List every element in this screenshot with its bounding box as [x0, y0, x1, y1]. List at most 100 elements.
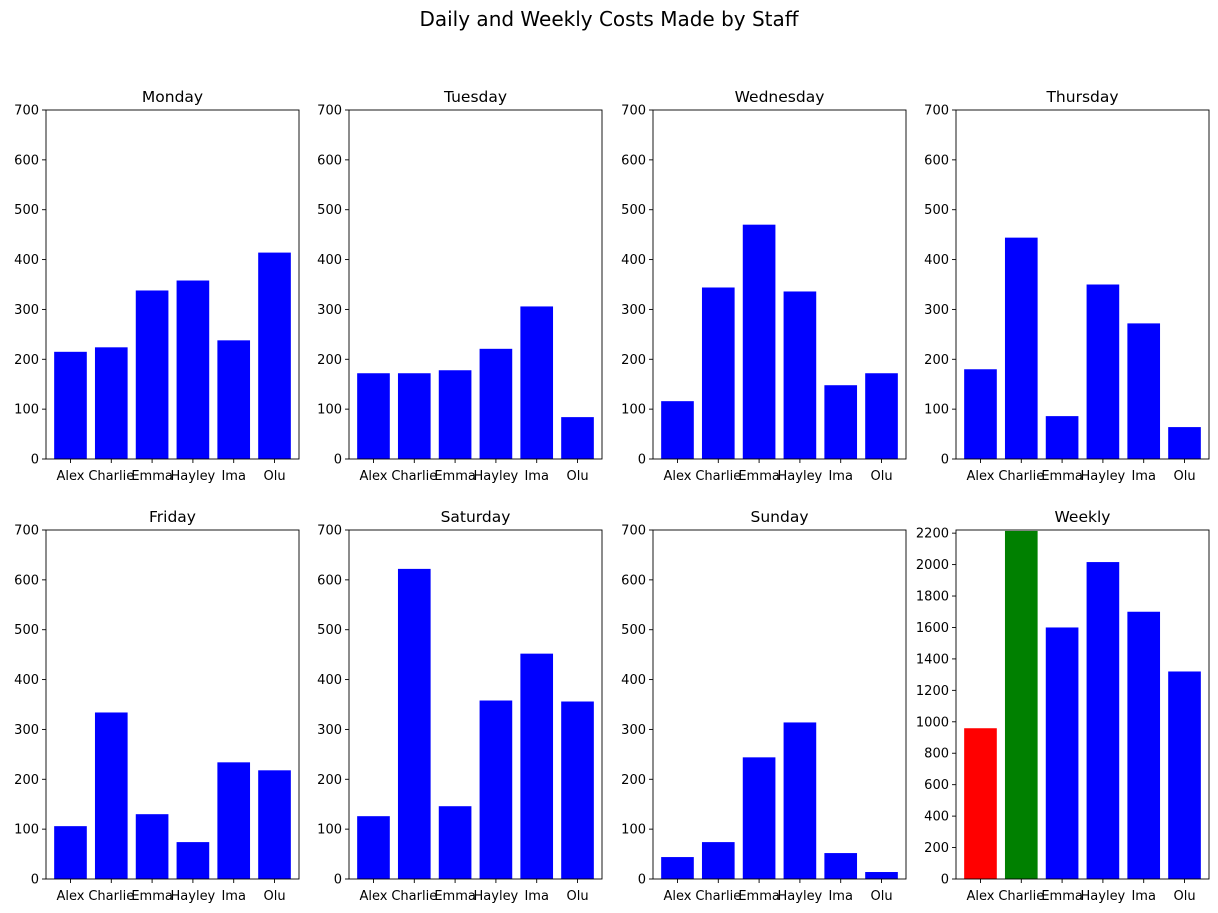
bar-hayley: [479, 700, 513, 879]
x-tick-label: Ima: [828, 889, 852, 904]
panel-title: Sunday: [751, 508, 809, 526]
y-tick-label: 0: [334, 453, 342, 468]
y-tick-label: 200: [924, 353, 949, 368]
bar-emma: [135, 814, 169, 879]
x-tick-label: Alex: [663, 469, 691, 484]
x-tick-label: Charlie: [391, 469, 437, 484]
y-tick-label: 0: [638, 873, 646, 888]
y-tick-label: 500: [317, 623, 342, 638]
y-tick-label: 700: [317, 104, 342, 119]
y-tick-label: 300: [317, 723, 342, 738]
axes-frame: [45, 529, 300, 880]
y-tick-label: 500: [621, 623, 646, 638]
x-tick-label: Hayley: [1081, 889, 1126, 904]
panel-friday: Friday 0 100 200 300 400 500 600 700 Alex CharlieE…: [14, 508, 300, 904]
x-tick-label: Emma: [1041, 889, 1083, 904]
x-tick-label: Charlie: [695, 889, 741, 904]
y-tick-label: 300: [621, 303, 646, 318]
x-tick-label: Olu: [1173, 469, 1195, 484]
y-tick-label: 600: [317, 153, 342, 168]
bar-charlie: [397, 568, 431, 879]
y-tick-label: 200: [317, 353, 342, 368]
axes-frame: [45, 109, 300, 460]
x-tick-label: Hayley: [171, 469, 216, 484]
panel-title: Tuesday: [443, 88, 507, 106]
bar-emma: [742, 757, 776, 879]
panel-monday: Monday 0 100 200 300 400 500 600 700 Alex CharlieE…: [14, 88, 300, 484]
y-tick-label: 500: [14, 203, 39, 218]
bar-ima: [217, 762, 251, 879]
x-tick-label: Hayley: [778, 889, 823, 904]
axes-frame: [348, 529, 603, 880]
y-tick-label: 700: [924, 104, 949, 119]
y-tick-label: 0: [334, 873, 342, 888]
x-tick-label: Charlie: [88, 889, 134, 904]
x-tick-label: Alex: [56, 469, 84, 484]
y-tick-label: 700: [14, 104, 39, 119]
bar-charlie: [94, 347, 128, 459]
x-tick-label: Emma: [434, 469, 476, 484]
axes-frame: [955, 109, 1210, 460]
panel-title: Weekly: [1055, 508, 1111, 526]
y-tick-label: 400: [924, 253, 949, 268]
bars: [54, 252, 291, 459]
x-tick-label: Charlie: [998, 469, 1044, 484]
y-tick-label: 500: [621, 203, 646, 218]
x-tick-label: Charlie: [391, 889, 437, 904]
bar-olu: [258, 252, 291, 459]
x-tick-label: Alex: [663, 889, 691, 904]
y-tick-label: 1400: [916, 652, 949, 667]
bar-alex: [661, 857, 694, 879]
y-tick-label: 200: [14, 353, 39, 368]
y-tick-label: 100: [924, 403, 949, 418]
bar-alex: [357, 816, 390, 879]
x-tick-label: Emma: [738, 889, 780, 904]
figure-title: Daily and Weekly Costs Made by Staff: [419, 7, 799, 31]
bar-ima: [1127, 611, 1161, 879]
x-tick-label: Alex: [966, 469, 994, 484]
y-tick-label: 0: [941, 873, 949, 888]
y-tick-label: 0: [31, 453, 39, 468]
y-tick-label: 600: [924, 153, 949, 168]
bar-emma: [438, 370, 472, 459]
bars: [54, 712, 291, 879]
x-tick-label: Ima: [1131, 469, 1155, 484]
bars: [964, 237, 1201, 459]
x-tick-label: Hayley: [474, 889, 519, 904]
bar-hayley: [1086, 284, 1120, 459]
x-tick-label: Olu: [566, 889, 588, 904]
y-tick-label: 100: [621, 823, 646, 838]
y-tick-label: 400: [14, 673, 39, 688]
bar-hayley: [1086, 562, 1120, 879]
y-tick-label: 600: [621, 153, 646, 168]
y-tick-label: 100: [14, 823, 39, 838]
y-tick-label: 600: [14, 573, 39, 588]
y-tick-label: 1200: [916, 684, 949, 699]
bar-ima: [1127, 323, 1161, 459]
bar-charlie: [94, 712, 128, 879]
y-tick-label: 2000: [916, 558, 949, 573]
y-tick-label: 200: [317, 773, 342, 788]
panel-title: Wednesday: [735, 88, 825, 106]
y-tick-label: 600: [14, 153, 39, 168]
bars: [661, 722, 898, 879]
panel-wednesday: Wednesday 0 100 200 300 400 500 600 700 Alex Charl…: [621, 88, 907, 484]
y-tick-label: 400: [621, 253, 646, 268]
panel-sunday: Sunday 0 100 200 300 400 500 600 700 Alex CharlieE…: [621, 508, 907, 904]
x-tick-label: Charlie: [88, 469, 134, 484]
x-tick-label: Olu: [566, 469, 588, 484]
bar-olu: [258, 770, 291, 879]
y-tick-label: 500: [317, 203, 342, 218]
bar-olu: [1168, 671, 1201, 879]
y-tick-label: 1800: [916, 590, 949, 605]
y-tick-label: 1000: [916, 715, 949, 730]
x-tick-label: Olu: [870, 889, 892, 904]
y-tick-label: 600: [317, 573, 342, 588]
y-tick-label: 300: [14, 723, 39, 738]
x-tick-label: Ima: [828, 469, 852, 484]
bar-charlie: [701, 842, 735, 879]
x-tick-label: Emma: [1041, 469, 1083, 484]
bar-hayley: [783, 722, 817, 879]
y-tick-label: 300: [14, 303, 39, 318]
